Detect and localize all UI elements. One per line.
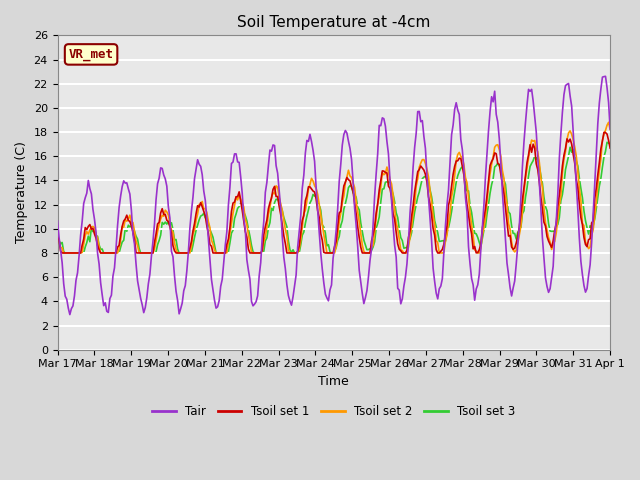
Tsoil set 2	[248, 249, 255, 254]
Tsoil set 1	[248, 250, 255, 256]
Tsoil set 2	[54, 232, 61, 238]
Tsoil set 1	[58, 250, 66, 256]
Line: Tsoil set 2: Tsoil set 2	[58, 122, 610, 253]
Tair	[123, 180, 131, 186]
Line: Tsoil set 3: Tsoil set 3	[58, 142, 610, 253]
Tsoil set 1	[54, 233, 61, 239]
Tsoil set 2	[605, 120, 612, 125]
X-axis label: Time: Time	[319, 375, 349, 388]
Text: VR_met: VR_met	[68, 48, 113, 61]
Tair	[248, 299, 255, 304]
Tsoil set 3	[297, 242, 305, 248]
Tair	[66, 312, 74, 317]
Tsoil set 3	[123, 228, 131, 234]
Tair	[238, 191, 246, 196]
Tsoil set 3	[248, 242, 255, 248]
Line: Tair: Tair	[58, 76, 610, 314]
Tsoil set 2	[606, 127, 614, 132]
Tsoil set 1	[123, 212, 131, 218]
Tair	[606, 126, 614, 132]
Tsoil set 2	[238, 200, 246, 205]
Tsoil set 3	[61, 250, 69, 256]
Y-axis label: Temperature (C): Temperature (C)	[15, 142, 28, 243]
Tsoil set 3	[604, 139, 611, 145]
Tsoil set 2	[297, 238, 305, 243]
Tsoil set 3	[220, 250, 228, 256]
Tair	[54, 218, 61, 224]
Tair	[220, 260, 228, 265]
Tair	[577, 258, 585, 264]
Tsoil set 3	[238, 204, 246, 210]
Tair	[297, 213, 305, 219]
Legend: Tair, Tsoil set 1, Tsoil set 2, Tsoil set 3: Tair, Tsoil set 1, Tsoil set 2, Tsoil se…	[147, 400, 520, 422]
Tsoil set 3	[577, 186, 585, 192]
Tair	[602, 73, 609, 79]
Tsoil set 3	[54, 236, 61, 242]
Tsoil set 1	[238, 207, 246, 213]
Tsoil set 1	[220, 250, 228, 256]
Tsoil set 3	[606, 141, 614, 147]
Tsoil set 2	[220, 250, 228, 256]
Tsoil set 1	[577, 215, 585, 220]
Tsoil set 2	[60, 250, 68, 256]
Line: Tsoil set 1: Tsoil set 1	[58, 132, 610, 253]
Tsoil set 1	[297, 230, 305, 236]
Tsoil set 1	[606, 145, 614, 151]
Tsoil set 2	[123, 218, 131, 224]
Tsoil set 2	[577, 197, 585, 203]
Title: Soil Temperature at -4cm: Soil Temperature at -4cm	[237, 15, 431, 30]
Tsoil set 1	[600, 130, 608, 135]
